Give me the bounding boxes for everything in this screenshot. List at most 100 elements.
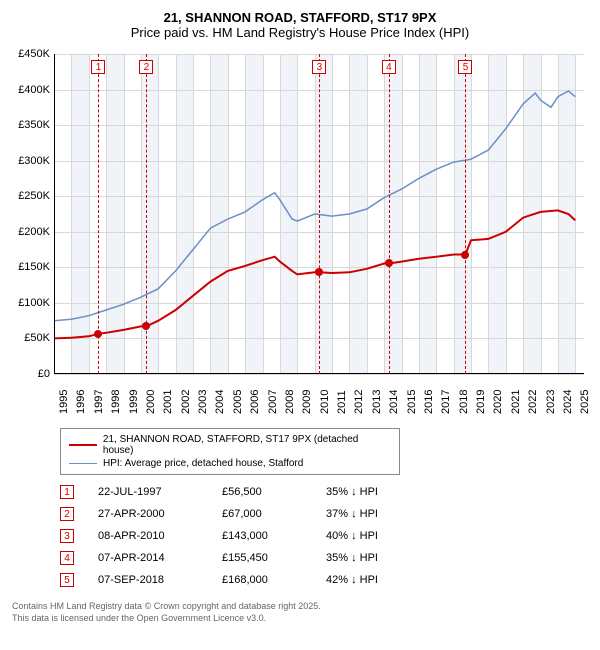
footer-attribution: Contains HM Land Registry data © Crown c… (4, 595, 596, 630)
y-tick-label: £150K (18, 261, 50, 273)
y-tick-label: £450K (18, 48, 50, 60)
sale-hpi-diff: 37% ↓ HPI (326, 508, 406, 520)
x-tick-label: 2018 (458, 390, 470, 414)
x-tick-label: 2016 (423, 390, 435, 414)
x-tick-label: 1995 (58, 390, 70, 414)
sale-index-badge: 1 (60, 485, 74, 499)
x-tick-label: 2007 (267, 390, 279, 414)
y-tick-label: £200K (18, 226, 50, 238)
sale-row: 2 27-APR-2000 £67,000 37% ↓ HPI (60, 503, 588, 525)
y-tick-label: £350K (18, 119, 50, 131)
x-tick-label: 2021 (510, 390, 522, 414)
footer-line2: This data is licensed under the Open Gov… (12, 613, 588, 625)
sale-price: £56,500 (222, 486, 302, 498)
x-tick-label: 2020 (492, 390, 504, 414)
y-tick-label: £50K (24, 332, 50, 344)
x-tick-label: 1998 (110, 390, 122, 414)
x-tick-label: 2024 (562, 390, 574, 414)
x-tick-label: 2008 (284, 390, 296, 414)
sale-marker-line (319, 54, 320, 374)
x-tick-label: 2009 (301, 390, 313, 414)
sale-date: 27-APR-2000 (98, 508, 198, 520)
sale-marker-line (465, 54, 466, 374)
sale-marker-line (98, 54, 99, 374)
sale-price: £155,450 (222, 552, 302, 564)
sale-hpi-diff: 35% ↓ HPI (326, 486, 406, 498)
y-tick-label: £300K (18, 155, 50, 167)
sale-marker-dot (94, 330, 102, 338)
x-tick-label: 2003 (197, 390, 209, 414)
x-tick-label: 2010 (319, 390, 331, 414)
series-hpi (54, 91, 575, 321)
x-tick-label: 2013 (371, 390, 383, 414)
sale-index-badge: 3 (60, 529, 74, 543)
x-tick-label: 2005 (232, 390, 244, 414)
sale-row: 5 07-SEP-2018 £168,000 42% ↓ HPI (60, 569, 588, 591)
sales-table: 1 22-JUL-1997 £56,500 35% ↓ HPI 2 27-APR-2000… (60, 481, 588, 591)
x-tick-label: 2022 (527, 390, 539, 414)
x-tick-label: 2014 (388, 390, 400, 414)
y-axis: £0£50K£100K£150K£200K£250K£300K£350K£400… (4, 54, 52, 374)
x-tick-label: 2025 (579, 390, 591, 414)
legend-swatch (69, 444, 97, 446)
sale-index-badge: 5 (60, 573, 74, 587)
sale-marker-badge: 1 (91, 60, 105, 74)
legend-swatch (69, 463, 97, 464)
sale-marker-dot (142, 322, 150, 330)
sale-date: 07-SEP-2018 (98, 574, 198, 586)
x-tick-label: 2006 (249, 390, 261, 414)
sale-marker-badge: 3 (312, 60, 326, 74)
sale-row: 4 07-APR-2014 £155,450 35% ↓ HPI (60, 547, 588, 569)
sale-date: 22-JUL-1997 (98, 486, 198, 498)
sale-marker-dot (385, 259, 393, 267)
sale-marker-line (389, 54, 390, 374)
x-tick-label: 2017 (440, 390, 452, 414)
x-tick-label: 1996 (75, 390, 87, 414)
plot-area: 1 2 3 4 5 (54, 54, 584, 374)
sale-price: £168,000 (222, 574, 302, 586)
sale-hpi-diff: 35% ↓ HPI (326, 552, 406, 564)
sale-price: £67,000 (222, 508, 302, 520)
title-address: 21, SHANNON ROAD, STAFFORD, ST17 9PX (14, 10, 586, 25)
x-tick-label: 2015 (406, 390, 418, 414)
legend: 21, SHANNON ROAD, STAFFORD, ST17 9PX (de… (60, 428, 400, 475)
legend-label: HPI: Average price, detached house, Staf… (103, 458, 303, 469)
sale-price: £143,000 (222, 530, 302, 542)
sale-index-badge: 2 (60, 507, 74, 521)
sale-hpi-diff: 42% ↓ HPI (326, 574, 406, 586)
y-tick-label: £100K (18, 297, 50, 309)
x-tick-label: 1999 (128, 390, 140, 414)
sale-index-badge: 4 (60, 551, 74, 565)
x-tick-label: 2000 (145, 390, 157, 414)
x-tick-label: 2023 (545, 390, 557, 414)
legend-item: HPI: Average price, detached house, Staf… (69, 457, 391, 470)
sale-hpi-diff: 40% ↓ HPI (326, 530, 406, 542)
x-axis: 1995 1996 1997 1998 1999 2000 2001 2002 2003 2004… (54, 376, 584, 422)
x-tick-label: 2019 (475, 390, 487, 414)
x-tick-label: 2004 (214, 390, 226, 414)
legend-label: 21, SHANNON ROAD, STAFFORD, ST17 9PX (de… (103, 434, 391, 456)
sale-date: 07-APR-2014 (98, 552, 198, 564)
sale-marker-dot (315, 268, 323, 276)
x-tick-label: 2012 (353, 390, 365, 414)
sale-date: 08-APR-2010 (98, 530, 198, 542)
x-tick-label: 2011 (336, 390, 348, 414)
sale-marker-badge: 2 (139, 60, 153, 74)
y-tick-label: £400K (18, 84, 50, 96)
x-tick-label: 1997 (93, 390, 105, 414)
y-tick-label: £250K (18, 190, 50, 202)
x-tick-label: 2002 (180, 390, 192, 414)
sale-row: 1 22-JUL-1997 £56,500 35% ↓ HPI (60, 481, 588, 503)
legend-item: 21, SHANNON ROAD, STAFFORD, ST17 9PX (de… (69, 433, 391, 457)
x-tick-label: 2001 (162, 390, 174, 414)
chart-title: 21, SHANNON ROAD, STAFFORD, ST17 9PX Pri… (4, 4, 596, 44)
sale-row: 3 08-APR-2010 £143,000 40% ↓ HPI (60, 525, 588, 547)
y-tick-label: £0 (38, 368, 50, 380)
title-subtitle: Price paid vs. HM Land Registry's House … (14, 25, 586, 40)
series-price_paid (54, 210, 575, 338)
chart-area: £0 £50K £100K £150K £200K £250K £300K £350K £400… (4, 44, 596, 424)
sale-marker-badge: 5 (458, 60, 472, 74)
sale-marker-dot (461, 251, 469, 259)
sale-marker-badge: 4 (382, 60, 396, 74)
footer-line1: Contains HM Land Registry data © Crown c… (12, 601, 588, 613)
